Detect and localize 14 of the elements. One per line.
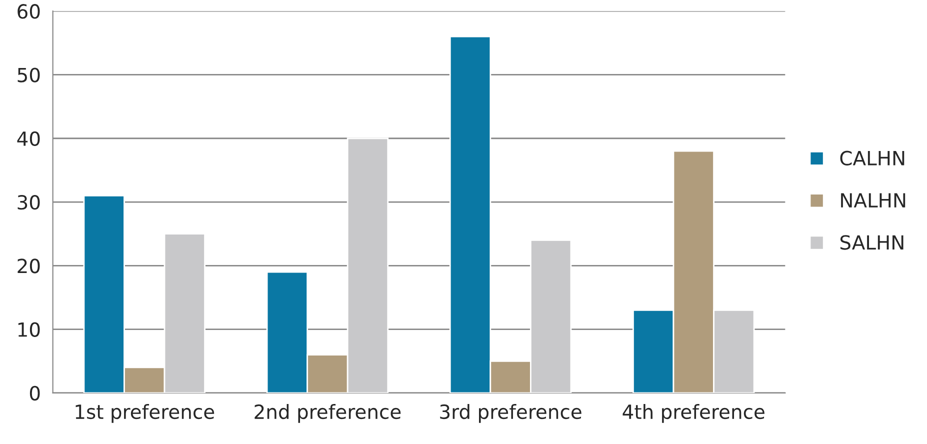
x-tick-label: 1st preference: [76, 404, 214, 423]
y-tick-label: 30: [18, 194, 40, 210]
legend-label: SALHN: [840, 235, 904, 250]
x-tick-label: 3rd preference: [440, 404, 582, 423]
y-tick-label: 10: [18, 322, 40, 337]
y-tick-label: 0: [30, 386, 40, 401]
legend-label: NALHN: [841, 193, 906, 208]
x-tick-label: 4th preference: [622, 404, 764, 423]
y-tick-label: 50: [18, 68, 40, 82]
y-tick-label: 20: [18, 258, 40, 274]
y-tick-label: 60: [18, 4, 40, 19]
y-tick-label: 40: [17, 131, 40, 146]
legend-label: CALHN: [840, 150, 904, 166]
x-tick-label: 2nd preference: [254, 404, 401, 423]
